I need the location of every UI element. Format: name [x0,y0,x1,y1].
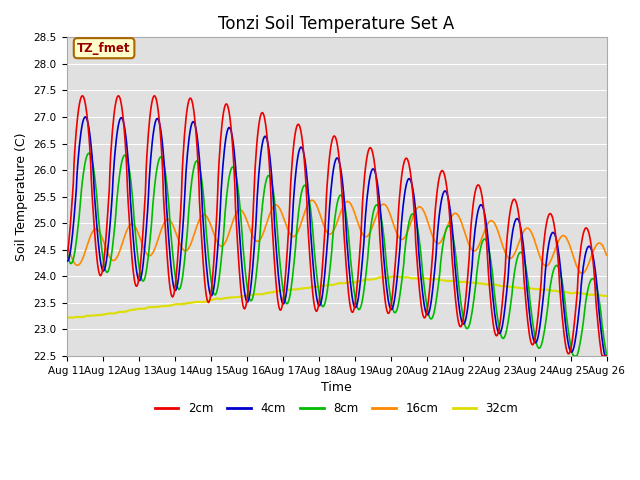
Text: TZ_fmet: TZ_fmet [77,42,131,55]
Title: Tonzi Soil Temperature Set A: Tonzi Soil Temperature Set A [218,15,454,33]
Y-axis label: Soil Temperature (C): Soil Temperature (C) [15,132,28,261]
X-axis label: Time: Time [321,381,352,394]
Legend: 2cm, 4cm, 8cm, 16cm, 32cm: 2cm, 4cm, 8cm, 16cm, 32cm [150,398,523,420]
